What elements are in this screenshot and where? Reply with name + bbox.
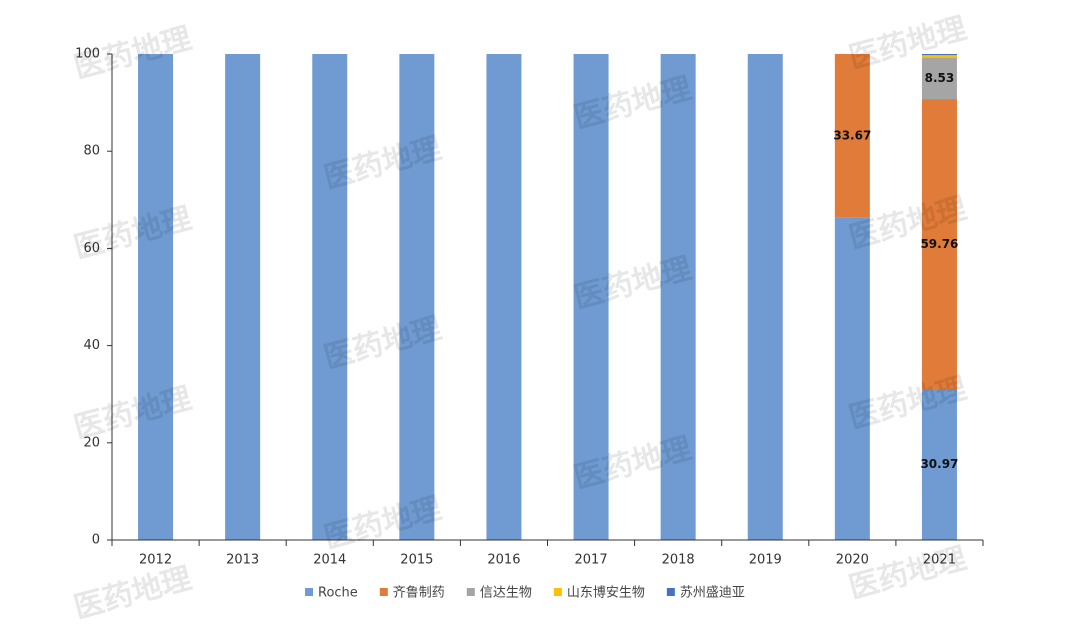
bar-segment bbox=[312, 54, 348, 540]
watermark: 医药地理 bbox=[70, 201, 195, 266]
x-tick-label: 2013 bbox=[226, 553, 259, 568]
x-tick-label: 2015 bbox=[400, 553, 433, 568]
bar-segment bbox=[573, 54, 609, 540]
bar-segment bbox=[486, 54, 522, 540]
watermark: 医药地理 bbox=[845, 541, 970, 606]
bar-segment bbox=[225, 54, 261, 540]
y-tick-label: 80 bbox=[83, 144, 100, 159]
bar-segment bbox=[921, 389, 957, 540]
bar-segment bbox=[921, 99, 957, 390]
bar-segment bbox=[921, 57, 957, 100]
legend-label: 山东博安生物 bbox=[567, 586, 645, 601]
bar-segment bbox=[399, 54, 435, 540]
legend-label: 齐鲁制药 bbox=[393, 585, 445, 601]
x-tick-label: 2017 bbox=[575, 553, 608, 568]
y-tick-label: 20 bbox=[83, 435, 100, 450]
watermark: 医药地理 bbox=[70, 21, 195, 86]
value-label: 59.76 bbox=[920, 237, 958, 251]
x-tick-label: 2019 bbox=[749, 553, 782, 568]
x-tick-label: 2014 bbox=[313, 553, 346, 568]
y-tick-label: 100 bbox=[75, 47, 100, 62]
y-tick-label: 60 bbox=[83, 241, 100, 256]
bar-segment bbox=[834, 54, 870, 218]
x-tick-label: 2021 bbox=[923, 553, 956, 568]
bar-segment bbox=[660, 54, 696, 540]
bar-segment bbox=[138, 54, 174, 540]
bar-segment bbox=[921, 55, 957, 58]
y-tick-label: 0 bbox=[92, 533, 100, 548]
watermark: 医药地理 bbox=[70, 561, 195, 626]
value-label: 33.67 bbox=[833, 128, 871, 142]
value-label: 8.53 bbox=[925, 71, 955, 85]
value-label: 30.97 bbox=[920, 457, 958, 471]
legend-swatch bbox=[553, 588, 562, 596]
legend-swatch bbox=[305, 588, 313, 596]
legend-swatch bbox=[466, 588, 475, 596]
y-tick-label: 40 bbox=[83, 338, 100, 353]
legend-label: Roche bbox=[318, 586, 358, 601]
legend-label: 信达生物 bbox=[480, 586, 532, 601]
bar-segment bbox=[834, 217, 870, 540]
x-tick-label: 2016 bbox=[487, 553, 520, 568]
bar-segment bbox=[747, 54, 783, 540]
bar-segment bbox=[921, 54, 957, 56]
x-tick-label: 2020 bbox=[836, 553, 869, 568]
x-tick-label: 2012 bbox=[139, 553, 172, 568]
legend-swatch bbox=[379, 588, 388, 596]
legend-label: 苏州盛迪亚 bbox=[680, 585, 745, 601]
x-tick-label: 2018 bbox=[662, 553, 695, 568]
legend-swatch bbox=[666, 588, 675, 596]
watermark: 医药地理 bbox=[70, 381, 195, 446]
